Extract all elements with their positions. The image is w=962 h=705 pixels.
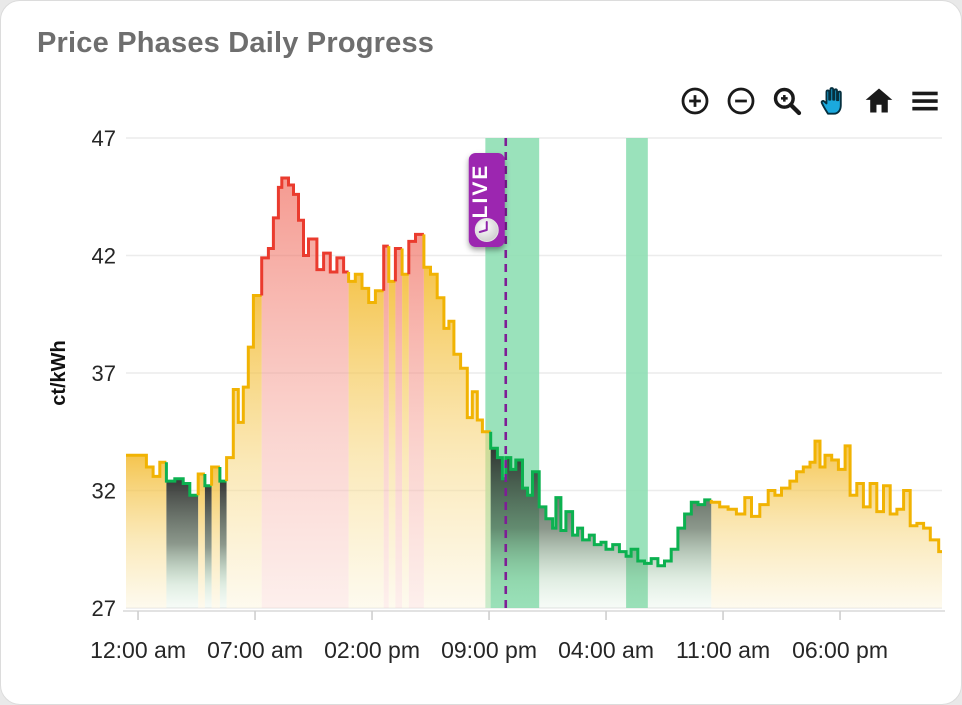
phase-fill-normal [423,267,491,608]
phase-fill-normal [198,474,205,608]
phase-fill-normal [226,295,262,608]
pan-button[interactable] [813,83,853,119]
x-tick-label: 11:00 am [676,637,770,663]
phase-fills [126,178,942,608]
price-line-normal [347,272,384,304]
y-tick-label: 42 [92,244,116,269]
x-axis: 12:00 am 07:00 am 02:00 pm 09:00 pm 04:00 am… [90,610,945,663]
y-tick-label: 32 [92,479,116,504]
phase-fill-expensive [383,246,389,608]
menu-button[interactable] [905,83,945,119]
phase-fill-cheap [204,485,212,608]
price-line-cheap [203,474,212,488]
phase-fill-expensive [408,234,424,608]
price-line-normal [210,465,220,486]
menu-icon [912,91,938,111]
y-axis-title: ct/kWh [48,340,70,406]
price-line-expensive [382,244,389,291]
price-line-normal [196,472,205,496]
phase-fill-normal [211,467,220,608]
price-line-expensive [407,232,424,275]
y-tick-label: 47 [92,126,116,151]
phase-fill-normal [126,455,167,608]
page-title: Price Phases Daily Progress [37,27,435,59]
price-line-normal [400,248,409,276]
phase-fill-normal [402,274,409,608]
y-tick-label: 27 [92,596,116,621]
zoom-in-icon [681,87,709,115]
chart-toolbar [675,83,945,119]
home-icon [865,88,893,113]
price-line-cheap [164,462,199,497]
price-line-cheap [489,431,712,568]
phase-fill-cheap [219,481,227,608]
phase-fill-expensive [395,248,403,608]
zoom-in-button[interactable] [675,83,715,119]
price-line-normal [709,439,942,554]
home-button[interactable] [859,83,899,119]
live-badge-label: LIVE [469,164,492,219]
price-line [126,176,942,568]
box-zoom-icon [773,87,802,116]
clock-icon [474,218,499,242]
zoom-out-button[interactable] [721,83,761,119]
x-tick-label: 09:00 pm [441,637,537,663]
phase-fill-expensive [261,178,349,608]
x-tick-label: 07:00 am [207,637,303,663]
y-axis-labels: 27 32 37 42 47 [92,126,116,621]
phase-fill-normal [711,441,942,608]
price-line-normal [387,246,396,283]
x-tick-label: 04:00 am [558,637,654,663]
y-tick-label: 37 [92,361,116,386]
pan-icon [820,87,842,115]
phase-fill-normal [388,281,396,608]
zoom-out-icon [727,87,755,115]
price-line-cheap [218,467,227,483]
x-tick-label: 12:00 am [90,637,186,663]
x-tick-label: 06:00 pm [792,637,888,663]
price-line-expensive [393,247,403,282]
box-zoom-button[interactable] [767,83,807,119]
cheap-band [626,138,648,608]
price-line-expensive [260,176,349,296]
price-line-normal [422,234,491,434]
phase-fill-cheap [166,478,199,608]
phase-fill-normal [348,274,384,608]
phase-fill-cheap [490,448,712,608]
live-marker: LIVE [468,138,508,608]
price-line-normal [225,294,262,482]
x-tick-label: 02:00 pm [324,637,420,663]
price-line-normal [126,453,167,478]
